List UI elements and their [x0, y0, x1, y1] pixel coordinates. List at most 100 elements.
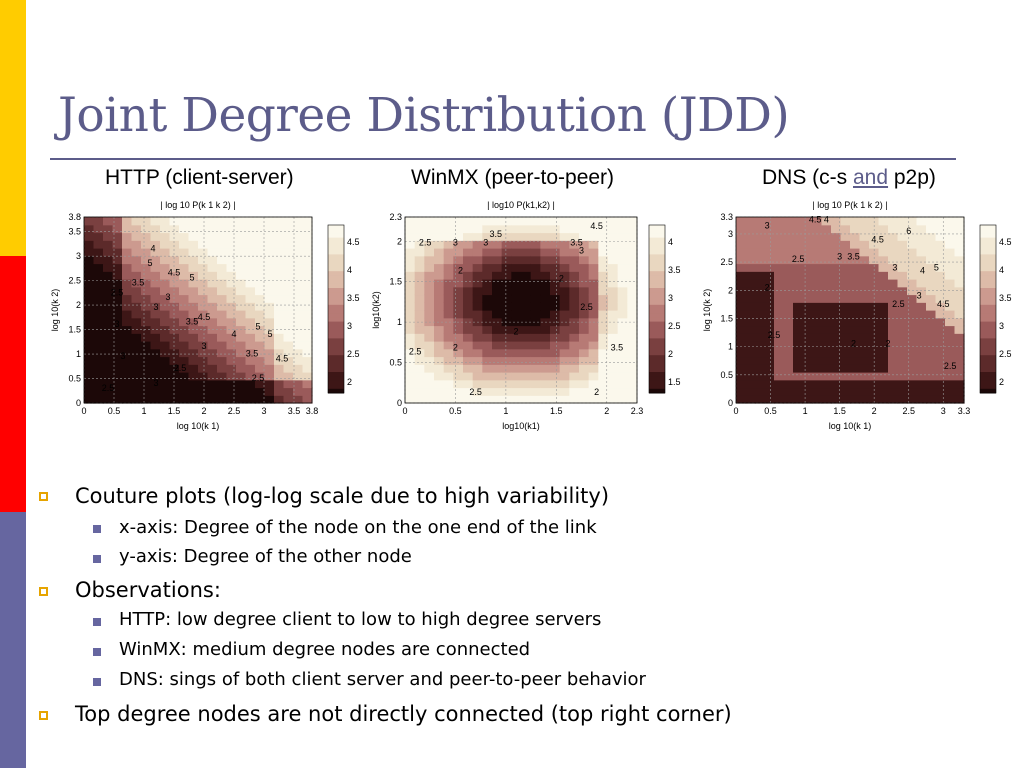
contour-cell	[945, 348, 956, 358]
colorbar-step	[649, 376, 665, 381]
contour-cell	[598, 255, 609, 265]
contour-cell	[169, 325, 180, 334]
contour-cell	[150, 224, 161, 234]
contour-cell	[160, 232, 171, 241]
contour-cell	[530, 263, 541, 272]
contour-cell	[112, 286, 123, 296]
contour-cell	[492, 372, 503, 381]
contour-cell	[550, 232, 561, 241]
contour-cell	[264, 387, 275, 396]
bullet-marker-icon	[39, 492, 48, 501]
contour-cell	[569, 310, 580, 319]
contour-label: 4.5	[198, 312, 211, 322]
colorbar-tick-label: 4	[668, 237, 673, 247]
y-axis-label: log 10(k 2)	[702, 289, 712, 332]
contour-cell	[897, 279, 908, 288]
contour-cell	[226, 325, 237, 334]
contour-cell	[492, 248, 503, 257]
accent-stripe-red	[0, 256, 26, 512]
colorbar-step	[980, 334, 996, 339]
contour-cell	[821, 232, 832, 241]
contour-cell	[935, 356, 946, 365]
contour-cell	[540, 364, 551, 373]
contour-cell	[434, 294, 445, 303]
contour-cell	[831, 372, 842, 381]
contour-cell	[236, 263, 247, 272]
contour-cell	[198, 217, 209, 226]
colorbar-step	[980, 246, 996, 251]
contour-cell	[179, 294, 190, 303]
contour-cell	[112, 240, 123, 249]
contour-cell	[926, 232, 937, 241]
contour-cell	[850, 224, 861, 234]
contour-field	[84, 217, 313, 404]
contour-cell	[935, 217, 946, 226]
contour-cell	[897, 387, 908, 396]
colorbar-step	[980, 300, 996, 306]
contour-cell	[608, 387, 619, 396]
contour-cell	[511, 279, 522, 288]
contour-cell	[434, 341, 445, 350]
colorbar-step	[649, 225, 665, 230]
contour-cell	[482, 224, 493, 234]
contour-cell	[540, 372, 551, 381]
contour-cell	[793, 248, 804, 257]
contour-cell	[550, 317, 561, 327]
contour-cell	[207, 217, 218, 226]
contour-cell	[598, 348, 609, 358]
y-tick-label: 2.5	[720, 257, 733, 267]
contour-cell	[236, 255, 247, 265]
contour-cell	[550, 248, 561, 257]
contour-cell	[217, 248, 228, 257]
contour-cell	[188, 263, 199, 272]
contour-cell	[608, 286, 619, 296]
colorbar-step	[980, 330, 996, 335]
colorbar-step	[649, 388, 665, 394]
contour-cell	[598, 364, 609, 373]
contour-cell	[793, 310, 804, 319]
contour-cell	[112, 224, 123, 234]
contour-cell	[579, 271, 590, 280]
contour-cell	[888, 286, 899, 296]
contour-cell	[878, 294, 889, 303]
contour-cell	[255, 364, 266, 373]
contour-cell	[112, 271, 123, 280]
contour-cell	[521, 255, 532, 265]
contour-cell	[93, 271, 104, 280]
contour-cell	[878, 364, 889, 373]
contour-cell	[179, 248, 190, 257]
contour-cell	[945, 294, 956, 303]
contour-cell	[617, 279, 628, 288]
contour-cell	[217, 395, 228, 404]
contour-cell	[935, 248, 946, 257]
contour-cell	[472, 294, 483, 303]
contour-cell	[736, 217, 747, 226]
contour-cell	[217, 356, 228, 365]
contour-cell	[608, 248, 619, 257]
contour-cell	[598, 317, 609, 327]
colorbar-step	[980, 241, 996, 247]
contour-cell	[141, 302, 152, 311]
contour-cell	[463, 302, 474, 311]
y-axis-label: log 10(k 2)	[50, 289, 60, 332]
contour-cell	[627, 255, 638, 265]
contour-cell	[511, 395, 522, 404]
contour-cell	[264, 263, 275, 272]
contour-cell	[579, 364, 590, 373]
contour-label: 4	[150, 243, 155, 253]
colorbar-step	[649, 317, 665, 323]
contour-cell	[840, 333, 851, 342]
contour-cell	[264, 341, 275, 350]
contour-cell	[764, 379, 775, 389]
contour-cell	[926, 333, 937, 342]
contour-cell	[783, 387, 794, 396]
contour-cell	[245, 217, 256, 226]
contour-cell	[103, 263, 114, 272]
contour-cell	[245, 279, 256, 288]
contour-cell	[926, 286, 937, 296]
contour-cell	[207, 294, 218, 303]
contour-cell	[434, 248, 445, 257]
contour-cell	[169, 286, 180, 296]
contour-cell	[588, 387, 599, 396]
contour-cell	[878, 302, 889, 311]
